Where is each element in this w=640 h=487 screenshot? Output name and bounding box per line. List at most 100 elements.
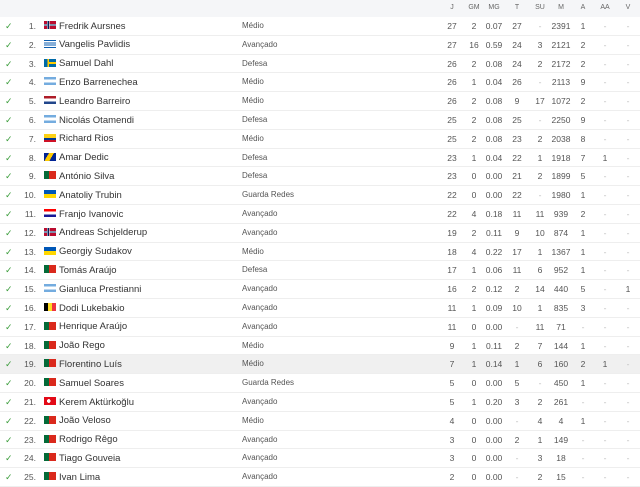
stat-aa: - — [603, 133, 607, 144]
table-row[interactable]: ✓ 11. Franjo Ivanovic Avançado 22 4 0.18 11 1… — [0, 205, 640, 224]
table-row[interactable]: ✓ 5. Leandro Barreiro Médio 26 2 0.08 9 17 107… — [0, 92, 640, 111]
table-row[interactable]: ✓ 16. Dodi Lukebakio Avançado 11 1 0.09 10 1 8… — [0, 299, 640, 318]
player-name[interactable]: Henrique Araújo — [59, 321, 128, 333]
table-row[interactable]: ✓ 2. Vangelis Pavlidis Avançado 27 16 0.59 2… — [0, 36, 640, 55]
column-header-aa[interactable]: AA — [600, 4, 610, 11]
table-row[interactable]: ✓ 3. Samuel Dahl Defesa 26 2 0.08 24 2 2172 2 - - — [0, 55, 640, 74]
table-row[interactable]: ✓ 6. Nicolás Otamendi Defesa 25 2 0.08 25-22… — [0, 111, 640, 130]
stat-mg: 0.20 — [485, 397, 503, 407]
stat-su: 2 — [537, 472, 543, 483]
player-name[interactable]: Dodi Lukebakio — [59, 302, 125, 314]
table-row[interactable]: ✓ 7. Richard Rios Médio 25 2 0.08 23 2 2038 8 - - — [0, 130, 640, 149]
player-name[interactable]: Andreas Schjelderup — [59, 227, 148, 239]
stat-j: 16 — [447, 284, 457, 295]
check-icon: ✓ — [5, 152, 13, 163]
table-row[interactable]: ✓ 18. João Rego Médio 9 1 0.11 2 7 144 1 - - — [0, 337, 640, 356]
stat-su: - — [538, 115, 542, 125]
stat-a: 5 — [580, 171, 586, 182]
table-row[interactable]: ✓ 8. Amar Dedic Defesa 23 1 0.04 22 1 1918 7 1 - — [0, 149, 640, 168]
player-name[interactable]: João Veloso — [59, 415, 111, 427]
stat-mg: 0.14 — [485, 359, 503, 370]
player-name[interactable]: Amar Dedic — [59, 152, 109, 164]
column-header-gm[interactable]: GM — [468, 4, 480, 11]
stat-mg: 0.06 — [485, 265, 503, 276]
stat-m: 18 — [556, 453, 566, 464]
table-row[interactable]: ✓ 24. Tiago Gouveia Avançado 3 0 0.00 - 3 18 - -… — [0, 449, 640, 469]
rank: 22. — [24, 415, 36, 426]
rank: 21. — [24, 397, 36, 407]
table-row[interactable]: ✓ 12. Andreas Schjelderup Avançado 19 2 0.1… — [0, 224, 640, 243]
stat-t: 2 — [514, 340, 520, 351]
player-name[interactable]: Tomás Araújo — [59, 264, 117, 276]
column-header-a[interactable]: A — [580, 4, 586, 11]
stat-j: 17 — [447, 265, 457, 276]
player-name[interactable]: Enzo Barrenechea — [59, 76, 138, 88]
player-name[interactable]: Fredrik Aursnes — [59, 20, 126, 32]
stat-m: 2038 — [551, 133, 571, 144]
player-name[interactable]: Nicolás Otamendi — [59, 114, 134, 126]
player-name[interactable]: António Silva — [59, 170, 115, 182]
stat-m: 2113 — [551, 77, 571, 88]
table-row[interactable]: ✓ 9. António Silva Defesa 23 0 0.00 21 2 1899 5… — [0, 167, 640, 187]
table-row[interactable]: ✓ 25. Ivan Lima Avançado 2 0 0.00 - 2 15 - - - — [0, 468, 640, 487]
check-icon: ✓ — [5, 303, 13, 313]
stat-t: 11 — [512, 265, 522, 276]
player-name[interactable]: Gianluca Prestianni — [59, 283, 142, 295]
player-name[interactable]: Samuel Soares — [59, 377, 124, 389]
column-header-v[interactable]: V — [625, 4, 631, 11]
stat-mg: 0.08 — [485, 58, 503, 69]
player-name[interactable]: Tiago Gouveia — [59, 452, 121, 464]
player-name[interactable]: Ivan Lima — [59, 471, 101, 483]
table-row[interactable]: ✓ 20. Samuel Soares Guarda Redes 5 0 0.00 5 -… — [0, 374, 640, 393]
player-name[interactable]: Samuel Dahl — [59, 58, 114, 70]
check-icon: ✓ — [5, 58, 13, 69]
table-row[interactable]: ✓ 10. Anatoliy Trubin Guarda Redes 22 0 0.0… — [0, 186, 640, 205]
player-name[interactable]: Anatoliy Trubin — [59, 189, 122, 201]
column-header-su[interactable]: SU — [535, 4, 545, 11]
column-header-mg[interactable]: MG — [488, 4, 500, 11]
check-icon: ✓ — [5, 171, 13, 182]
table-row[interactable]: ✓ 15. Gianluca Prestianni Avançado 16 2 0.1… — [0, 280, 640, 299]
stat-mg: 0.08 — [485, 133, 503, 144]
stat-gm: 2 — [471, 58, 477, 69]
table-row[interactable]: ✓ 22. João Veloso Médio 4 0 0.00 - 4 4 1 - - — [0, 412, 640, 431]
check-icon: ✓ — [5, 133, 13, 144]
player-name[interactable]: Leandro Barreiro — [59, 95, 131, 107]
player-name[interactable]: Georgiy Sudakov — [59, 246, 132, 258]
stat-gm: 1 — [471, 397, 477, 407]
stat-aa: - — [603, 472, 607, 483]
player-name[interactable]: João Rego — [59, 340, 105, 352]
player-position: Defesa — [242, 115, 268, 124]
stat-m: 144 — [553, 340, 569, 351]
stat-v: - — [626, 472, 630, 483]
table-row[interactable]: ✓ 1. Fredrik Aursnes Médio 27 2 0.07 27-2391… — [0, 17, 640, 36]
column-header-m[interactable]: M — [558, 4, 564, 11]
rank: 7. — [28, 133, 36, 144]
player-name[interactable]: Florentino Luís — [59, 358, 122, 370]
stat-v: - — [626, 133, 630, 144]
stat-aa: - — [603, 303, 607, 313]
table-row[interactable]: ✓ 23. Rodrigo Rêgo Avançado 3 0 0.00 2 1 149 - -… — [0, 431, 640, 450]
player-name[interactable]: Franjo Ivanovic — [59, 208, 124, 220]
player-name[interactable]: Vangelis Pavlidis — [59, 39, 131, 51]
stat-m: 2391 — [551, 21, 571, 31]
stat-v: - — [626, 265, 630, 276]
column-header-j[interactable]: J — [450, 4, 454, 11]
table-row[interactable]: ✓ 21. Kerem Aktürkoğlu Avançado 5 1 0.20 3 2 2… — [0, 393, 640, 412]
player-name[interactable]: Rodrigo Rêgo — [59, 434, 118, 446]
player-name[interactable]: Richard Rios — [59, 133, 114, 145]
table-row[interactable]: ✓ 17. Henrique Araújo Avançado 11 0 0.00 - 11… — [0, 318, 640, 337]
stat-m: 440 — [553, 284, 569, 295]
stat-a: 2 — [580, 96, 586, 107]
flag-icon — [44, 171, 56, 180]
stat-aa: - — [603, 190, 607, 201]
table-row[interactable]: ✓ 14. Tomás Araújo Defesa 17 1 0.06 11 6 952 1 -… — [0, 261, 640, 281]
table-row[interactable]: ✓ 13. Georgiy Sudakov Médio 18 4 0.22 17 1 136… — [0, 243, 640, 262]
table-row[interactable]: ✓ 19. Florentino Luís Médio 7 1 0.14 1 6 160 2 1… — [0, 355, 640, 375]
stat-v: - — [626, 21, 630, 31]
table-row[interactable]: ✓ 4. Enzo Barrenechea Médio 26 1 0.04 26-211… — [0, 73, 640, 93]
stat-aa: - — [603, 265, 607, 276]
stat-m: 450 — [553, 378, 569, 389]
column-header-t[interactable]: T — [514, 4, 520, 11]
player-name[interactable]: Kerem Aktürkoğlu — [59, 396, 134, 408]
